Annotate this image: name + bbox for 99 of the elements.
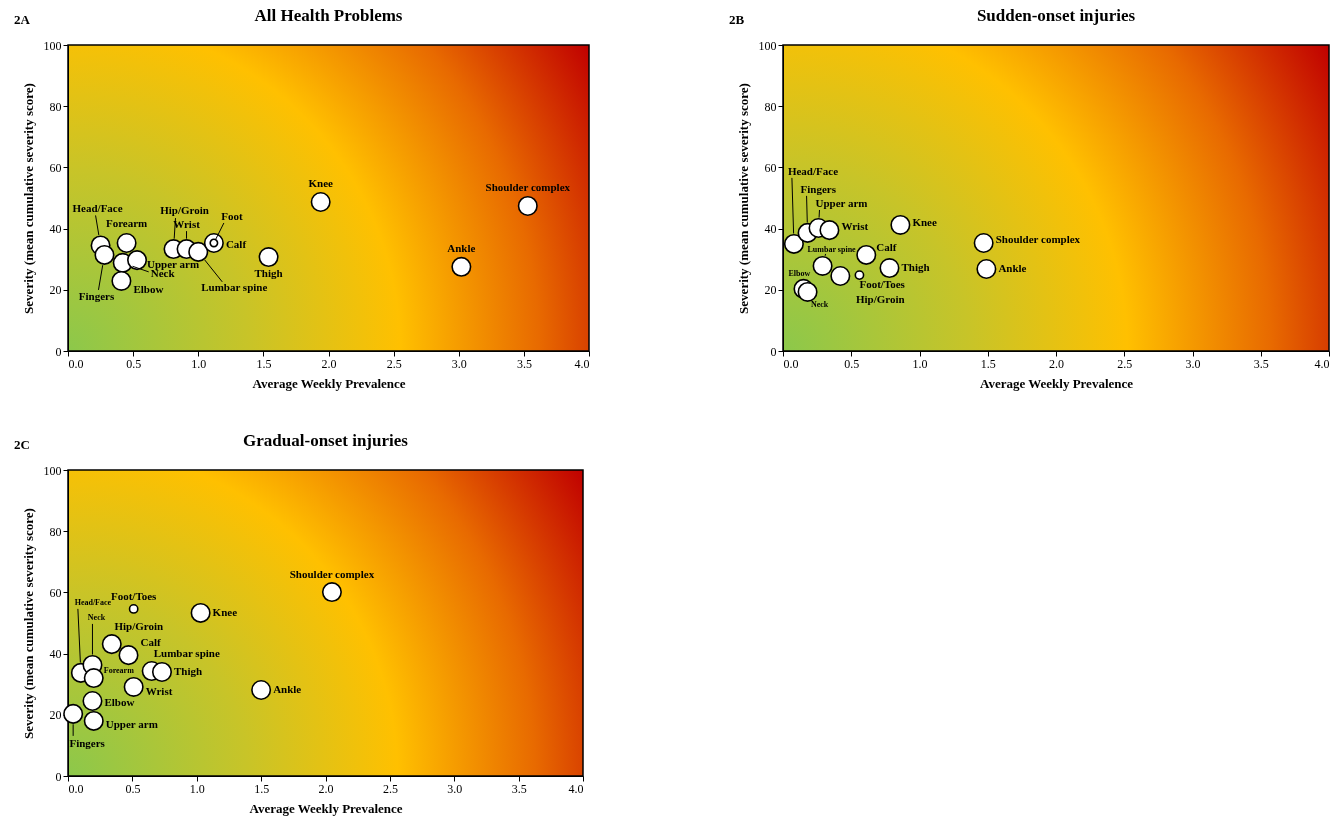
legend-label: Fingers: [69, 736, 106, 749]
x-axis-title: Average Weekly Prevalence: [979, 375, 1134, 391]
text: 2B: [729, 12, 745, 28]
text: Neck: [87, 612, 106, 622]
x-tick-label: 3.0: [1185, 356, 1201, 371]
y-tick-label: 20: [49, 708, 62, 723]
series-label: Forearm: [103, 666, 135, 676]
series-label: Neck: [810, 299, 829, 309]
x-tick-label: 0.0: [68, 356, 84, 371]
y-tick-label: 40: [49, 647, 62, 662]
series-label: Lumbar spine: [807, 244, 857, 254]
chart-title: All Health Problems: [254, 6, 403, 25]
x-tick-label: 1.0: [189, 781, 205, 796]
y-tick-label: 100: [43, 38, 62, 53]
series-label: Wrist: [145, 684, 173, 697]
series-label: Calf: [140, 636, 162, 649]
series-label: Elbow: [104, 696, 135, 709]
text: Head/Face: [72, 202, 123, 215]
text: Head/Face: [74, 597, 112, 607]
series-label: Thigh: [254, 267, 283, 280]
y-tick-label: 40: [49, 222, 62, 237]
x-tick-label: 3.0: [447, 781, 463, 796]
x-tick-label: 1.5: [256, 356, 272, 371]
y-tick-label: 0: [55, 769, 62, 784]
y-tick-label: 40: [764, 222, 777, 237]
text: Head/Face: [787, 164, 839, 177]
y-tick-label: 100: [758, 38, 777, 53]
x-axis-title: Average Weekly Prevalence: [249, 800, 403, 816]
series-label: Knee: [308, 176, 334, 189]
series-label: Hip/Groin: [855, 293, 905, 306]
series-label: Wrist: [173, 218, 201, 231]
x-tick-label: 0.5: [844, 356, 860, 371]
text: 2A: [14, 12, 30, 28]
x-tick-label: 1.5: [254, 781, 270, 796]
series-label: Lumbar spine: [201, 280, 268, 293]
x-tick-label: 0.0: [68, 781, 84, 796]
y-tick-label: 0: [55, 344, 62, 359]
y-axis-title: Severity (mean cumulative severity score): [735, 83, 751, 314]
x-tick-label: 1.0: [191, 356, 207, 371]
x-tick-label: 4.0: [574, 356, 590, 371]
series-label: Shoulder complex: [485, 180, 571, 193]
y-axis-title: Severity (mean cumulative severity score): [20, 508, 36, 739]
x-tick-label: 2.0: [321, 356, 337, 371]
y-tick-label: 20: [49, 283, 62, 298]
x-tick-label: 2.0: [318, 781, 334, 796]
x-tick-label: 2.5: [1117, 356, 1133, 371]
y-tick-label: 60: [764, 160, 777, 175]
x-tick-label: 0.0: [783, 356, 799, 371]
series-label: Forearm: [105, 216, 148, 229]
series-label: Thigh: [173, 664, 203, 677]
x-tick-label: 3.5: [511, 781, 527, 796]
y-tick-label: 60: [49, 160, 62, 175]
text: 2C: [14, 437, 30, 453]
y-tick-label: 80: [764, 99, 777, 114]
series-label: Ankle: [998, 261, 1027, 274]
text: Fingers: [78, 289, 115, 302]
y-tick-label: 20: [764, 283, 777, 298]
series-label: Calf: [876, 240, 897, 253]
series-label: Foot/Toes: [859, 278, 906, 291]
series-label: Knee: [212, 605, 238, 618]
x-tick-label: 0.5: [126, 356, 142, 371]
y-axis-title: Severity (mean cumulative severity score): [20, 83, 36, 314]
series-label: Foot: [221, 209, 243, 222]
x-tick-label: 4.0: [1314, 356, 1330, 371]
series-label: Upper arm: [815, 196, 868, 209]
series-label: Calf: [225, 237, 247, 250]
series-label: Lumbar spine: [153, 647, 220, 660]
x-tick-label: 3.5: [516, 356, 532, 371]
series-label: Ankle: [447, 241, 476, 254]
x-tick-label: 2.5: [386, 356, 402, 371]
x-tick-label: 3.5: [1253, 356, 1269, 371]
series-label: Knee: [912, 215, 937, 228]
series-label: Thigh: [901, 261, 930, 274]
x-tick-label: 1.5: [980, 356, 996, 371]
chart-title: Sudden-onset injuries: [976, 6, 1136, 25]
y-tick-label: 80: [49, 99, 62, 114]
y-tick-label: 80: [49, 524, 62, 539]
series-label: Elbow: [788, 268, 811, 278]
series-label: Hip/Groin: [114, 620, 164, 633]
series-label: Wrist: [841, 220, 869, 233]
y-tick-label: 100: [43, 463, 62, 478]
x-tick-label: 4.0: [568, 781, 584, 796]
series-label: Foot/Toes: [110, 589, 158, 602]
series-label: Shoulder complex: [995, 232, 1081, 245]
series-label: Shoulder complex: [289, 568, 375, 581]
x-tick-label: 3.0: [451, 356, 467, 371]
text: Hip/Groin: [160, 204, 209, 217]
x-tick-label: 0.5: [125, 781, 141, 796]
y-tick-label: 60: [49, 585, 62, 600]
y-tick-label: 0: [770, 344, 777, 359]
text: Fingers: [800, 182, 837, 195]
x-tick-label: 2.0: [1049, 356, 1064, 371]
x-axis-title: Average Weekly Prevalence: [252, 375, 406, 391]
series-label: Ankle: [273, 683, 302, 696]
series-label: Upper arm: [105, 717, 158, 730]
x-tick-label: 2.5: [382, 781, 398, 796]
x-tick-label: 1.0: [912, 356, 928, 371]
chart-title: Gradual-onset injuries: [243, 431, 409, 450]
series-label: Elbow: [133, 282, 164, 295]
